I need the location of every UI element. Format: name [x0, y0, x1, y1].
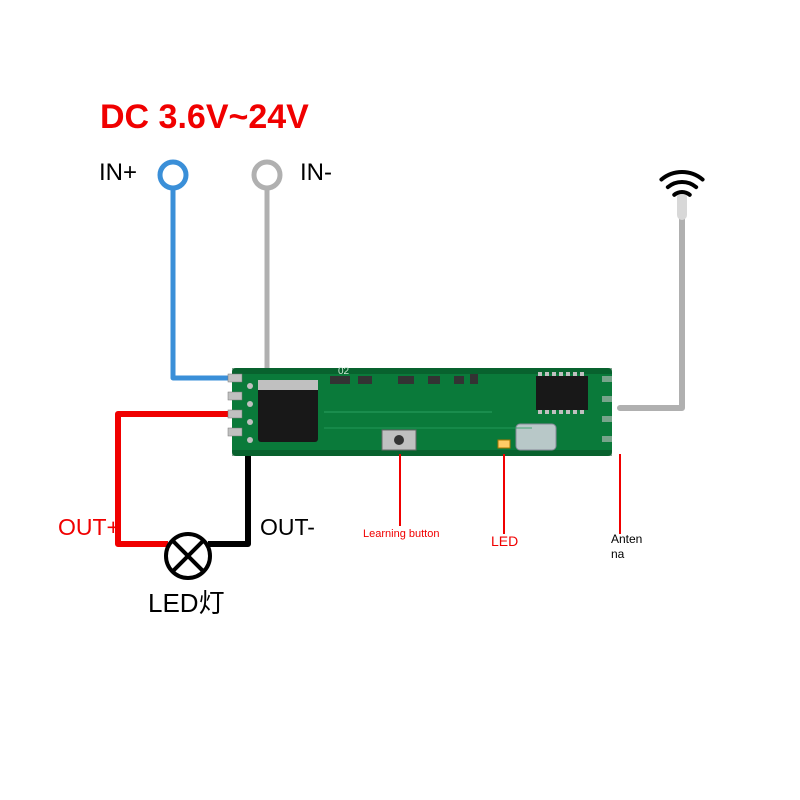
learning-button-callout: Learning button	[363, 528, 439, 540]
bulb-label: LED灯	[148, 588, 225, 618]
out-plus-label: OUT+	[58, 514, 120, 540]
led-callout: LED	[491, 533, 518, 549]
antenna-callout-1: Anten	[611, 532, 642, 546]
in-plus-label: IN+	[99, 159, 137, 186]
in-minus-label: IN-	[300, 159, 332, 186]
svg-text:02: 02	[338, 366, 350, 377]
antenna-callout-2: na	[611, 547, 625, 561]
title-label: DC 3.6V~24V	[100, 98, 309, 136]
out-minus-label: OUT-	[260, 514, 315, 540]
